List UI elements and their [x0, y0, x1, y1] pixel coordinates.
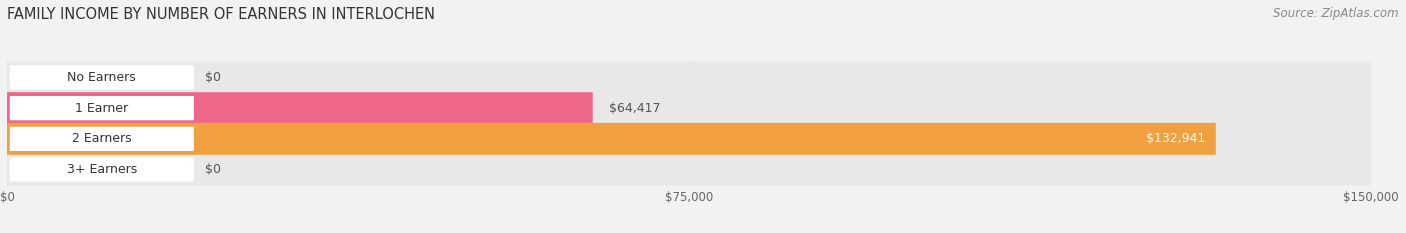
Text: 2 Earners: 2 Earners	[72, 132, 132, 145]
Text: $64,417: $64,417	[609, 102, 661, 115]
Text: $0: $0	[205, 71, 221, 84]
FancyBboxPatch shape	[10, 158, 194, 182]
FancyBboxPatch shape	[7, 123, 1371, 155]
Text: 3+ Earners: 3+ Earners	[66, 163, 136, 176]
Text: Source: ZipAtlas.com: Source: ZipAtlas.com	[1274, 7, 1399, 20]
FancyBboxPatch shape	[10, 65, 194, 89]
Text: $0: $0	[205, 163, 221, 176]
Text: 1 Earner: 1 Earner	[76, 102, 128, 115]
Text: No Earners: No Earners	[67, 71, 136, 84]
FancyBboxPatch shape	[10, 96, 194, 120]
FancyBboxPatch shape	[7, 123, 1216, 155]
FancyBboxPatch shape	[7, 154, 1371, 185]
Text: FAMILY INCOME BY NUMBER OF EARNERS IN INTERLOCHEN: FAMILY INCOME BY NUMBER OF EARNERS IN IN…	[7, 7, 434, 22]
FancyBboxPatch shape	[7, 62, 1371, 93]
Text: $132,941: $132,941	[1146, 132, 1205, 145]
FancyBboxPatch shape	[7, 92, 1371, 124]
FancyBboxPatch shape	[7, 92, 593, 124]
FancyBboxPatch shape	[10, 127, 194, 151]
